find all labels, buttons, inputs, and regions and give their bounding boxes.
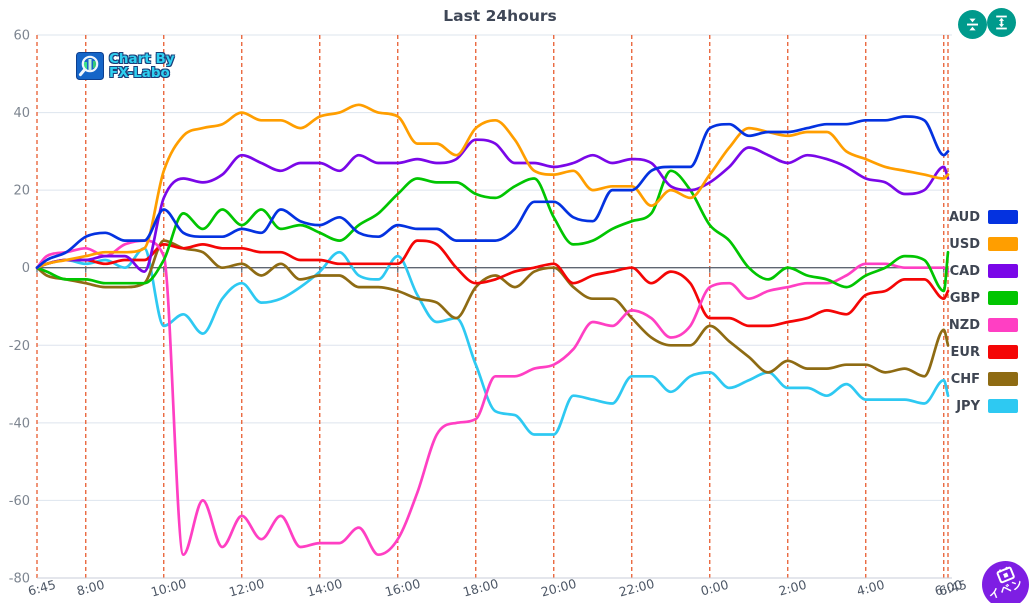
series-usd	[35, 103, 950, 270]
page-title: Last 24hours	[443, 7, 557, 25]
magnifier-chart-icon	[76, 52, 104, 80]
legend-item-nzd[interactable]: NZD	[948, 317, 1018, 333]
x-tick-label: 14:00	[305, 576, 344, 600]
compress-vertical-icon	[964, 16, 981, 33]
legend-item-eur[interactable]: EUR	[949, 344, 1018, 360]
legend-label: CAD	[949, 263, 980, 279]
x-tick-label: 16:00	[383, 576, 422, 600]
y-tick-label: 20	[13, 184, 30, 199]
y-tick-label: -60	[9, 494, 30, 509]
x-tick-label: 12:00	[227, 576, 266, 600]
series-jpy	[35, 246, 950, 436]
x-tick-label: 22:00	[617, 576, 656, 600]
legend-item-jpy[interactable]: JPY	[949, 398, 1018, 414]
logo-text-line1: Chart By	[109, 51, 175, 67]
calendar-icon	[995, 564, 1016, 584]
legend-label: CHF	[950, 371, 980, 387]
series-chf	[35, 239, 950, 378]
x-tick-label: 10:00	[149, 576, 188, 600]
y-tick-label: 40	[13, 106, 30, 121]
series-gbp	[35, 169, 950, 293]
fit-vertical-button[interactable]	[958, 10, 987, 39]
x-tick-label: 0:00	[699, 577, 730, 599]
x-tick-label: 6:00	[933, 577, 964, 599]
x-tick-label: 8:00	[75, 577, 106, 599]
x-tick-label: 20:00	[539, 576, 578, 600]
legend-item-cad[interactable]: CAD	[949, 263, 1018, 279]
legend-label: JPY	[956, 398, 980, 414]
legend-color-swatch	[988, 264, 1018, 278]
legend-item-chf[interactable]: CHF	[949, 371, 1018, 387]
fx-labo-logo: Chart By FX-Labo	[76, 52, 175, 80]
legend-item-gbp[interactable]: GBP	[949, 290, 1018, 306]
y-tick-label: -20	[9, 339, 30, 354]
legend: AUD USD CAD GBP NZD EUR CHF JPY	[948, 209, 1018, 414]
series-cad	[35, 138, 950, 273]
series-eur	[35, 239, 950, 328]
legend-label: EUR	[950, 344, 980, 360]
y-tick-label: 60	[13, 29, 30, 44]
x-tick-label: 6:45	[937, 577, 968, 599]
legend-color-swatch	[988, 210, 1018, 224]
legend-color-swatch	[988, 399, 1018, 413]
expand-vertical-icon	[993, 14, 1010, 31]
legend-label: USD	[949, 236, 980, 252]
x-tick-label: 18:00	[461, 576, 500, 600]
y-tick-label: -40	[9, 416, 30, 431]
event-button[interactable]: イベン	[982, 561, 1029, 603]
series-aud	[35, 115, 950, 270]
y-tick-label: 0	[22, 261, 30, 276]
legend-color-swatch	[988, 291, 1018, 305]
x-tick-label: 6:45	[26, 577, 57, 599]
series-nzd	[35, 239, 950, 557]
legend-item-aud[interactable]: AUD	[948, 209, 1018, 225]
legend-label: AUD	[948, 209, 980, 225]
logo-text-line2: FX-Labo	[109, 65, 170, 81]
legend-label: GBP	[949, 290, 980, 306]
scale-vertical-button[interactable]	[987, 8, 1016, 37]
x-tick-label: 2:00	[777, 577, 808, 599]
x-tick-label: 4:00	[855, 577, 886, 599]
legend-color-swatch	[988, 318, 1018, 332]
legend-item-usd[interactable]: USD	[949, 236, 1018, 252]
legend-color-swatch	[988, 372, 1018, 386]
legend-color-swatch	[988, 237, 1018, 251]
y-tick-label: -80	[9, 572, 30, 587]
legend-color-swatch	[988, 345, 1018, 359]
legend-label: NZD	[948, 317, 980, 333]
